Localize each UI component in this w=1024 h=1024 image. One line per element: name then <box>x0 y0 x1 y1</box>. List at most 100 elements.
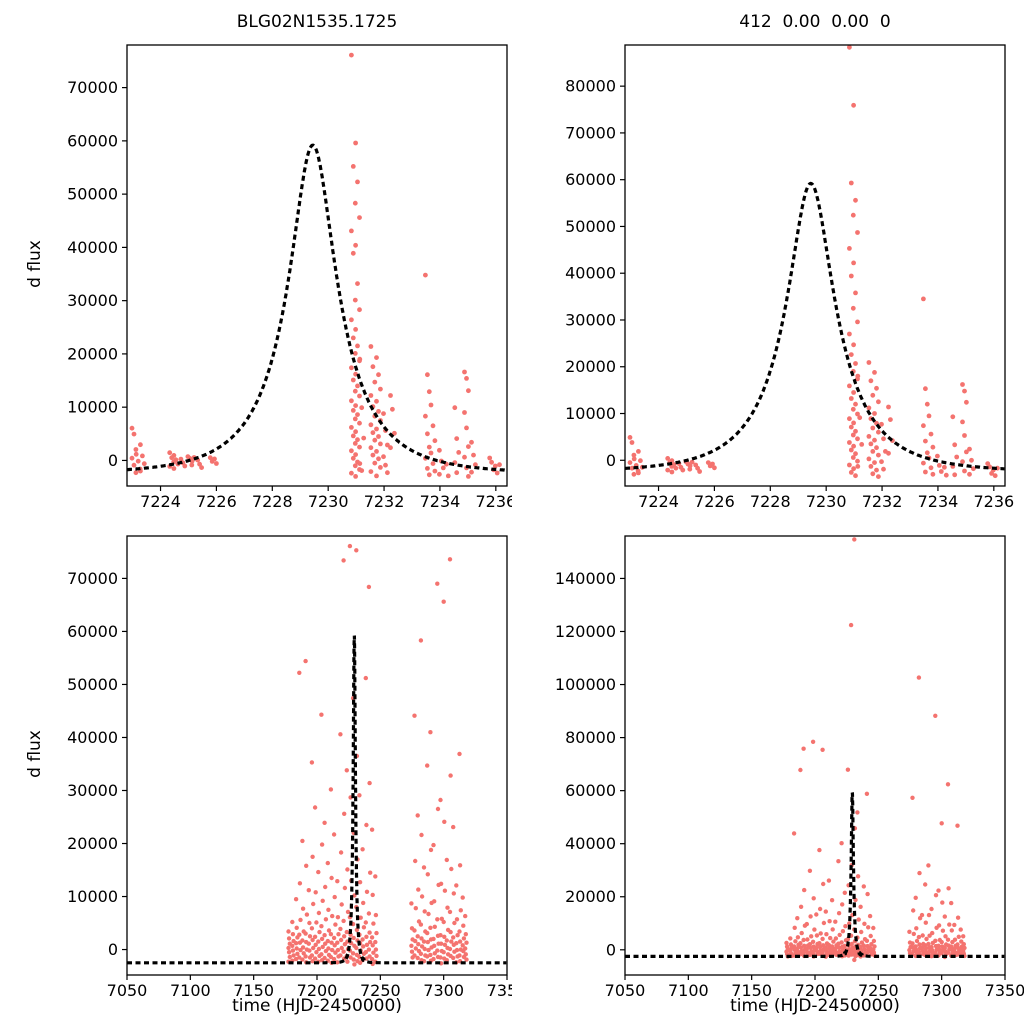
data-point <box>930 444 936 450</box>
data-point <box>855 230 860 235</box>
data-point <box>310 854 315 859</box>
data-point <box>326 946 331 951</box>
x-tick-label: 7350 <box>487 981 512 1000</box>
data-point <box>304 912 310 917</box>
y-tick-label: 30000 <box>565 310 616 329</box>
data-point <box>448 929 453 935</box>
data-point <box>428 847 434 853</box>
y-tick-label: 50000 <box>565 217 616 236</box>
data-point <box>418 638 424 643</box>
data-point <box>923 386 928 392</box>
data-point <box>829 898 835 903</box>
data-point <box>367 780 372 786</box>
data-point <box>361 925 367 930</box>
data-point <box>412 928 417 933</box>
data-point <box>812 927 817 932</box>
data-point <box>355 437 360 443</box>
data-point <box>805 937 810 942</box>
data-point <box>680 467 686 473</box>
data-point <box>449 939 454 944</box>
data-point <box>349 425 354 430</box>
data-point <box>923 882 928 887</box>
data-point <box>214 461 219 466</box>
data-point <box>831 939 836 944</box>
data-point <box>363 675 368 681</box>
data-point <box>294 946 299 951</box>
data-point <box>853 361 858 366</box>
data-point <box>441 599 446 604</box>
data-point <box>336 932 341 937</box>
data-point <box>415 955 420 961</box>
data-point <box>962 433 967 438</box>
data-point <box>428 925 433 930</box>
y-tick-label: 40000 <box>67 238 118 257</box>
y-tick-label: 50000 <box>67 675 118 694</box>
y-tick-label: 50000 <box>67 185 118 204</box>
data-point <box>798 941 803 946</box>
data-point <box>173 457 179 463</box>
data-point <box>369 935 375 940</box>
data-point <box>419 894 425 899</box>
data-point <box>348 955 353 960</box>
data-point <box>352 351 358 356</box>
data-point <box>829 944 835 949</box>
y-tick-label: 140000 <box>555 569 616 588</box>
data-point <box>363 920 368 925</box>
data-point <box>848 396 854 401</box>
data-point <box>189 458 195 464</box>
data-point <box>338 926 343 932</box>
data-point <box>298 917 303 923</box>
data-point <box>462 410 467 415</box>
data-point <box>631 456 637 462</box>
data-point <box>859 929 864 935</box>
y-tick-label: 60000 <box>67 622 118 641</box>
data-point <box>445 473 451 479</box>
data-point <box>355 179 360 185</box>
data-point <box>864 791 870 796</box>
data-point <box>879 459 884 465</box>
data-point <box>928 431 934 437</box>
data-point <box>419 936 424 941</box>
data-point <box>952 922 957 928</box>
data-point <box>866 434 872 439</box>
data-point <box>464 425 469 431</box>
data-point <box>438 797 443 803</box>
data-point <box>353 140 358 146</box>
data-point <box>669 469 675 475</box>
data-point <box>913 944 918 949</box>
data-point <box>943 472 949 478</box>
data-point <box>907 929 912 934</box>
data-point <box>371 950 376 955</box>
data-point <box>791 944 797 949</box>
y-tick-label: 20000 <box>67 344 118 363</box>
data-point <box>344 929 349 935</box>
data-point <box>956 934 961 939</box>
data-point <box>954 454 960 460</box>
data-point <box>338 732 343 737</box>
data-point <box>323 884 328 890</box>
data-point <box>300 945 306 950</box>
data-point <box>441 950 446 955</box>
data-point <box>926 863 931 868</box>
data-point <box>329 940 334 945</box>
data-point <box>494 470 500 476</box>
data-point <box>888 417 893 422</box>
data-point <box>388 393 393 398</box>
data-point <box>820 936 825 942</box>
data-point <box>962 388 967 394</box>
data-point <box>460 943 465 948</box>
data-point <box>839 940 844 945</box>
data-point <box>409 943 414 948</box>
data-point <box>352 463 358 469</box>
data-point <box>442 934 447 939</box>
data-point <box>361 435 367 441</box>
data-point <box>425 763 430 768</box>
data-point <box>936 923 942 928</box>
data-point <box>861 884 866 889</box>
data-point <box>874 385 879 391</box>
data-point <box>383 462 388 468</box>
data-point <box>886 450 891 456</box>
data-point <box>335 915 341 920</box>
data-point <box>864 938 870 943</box>
